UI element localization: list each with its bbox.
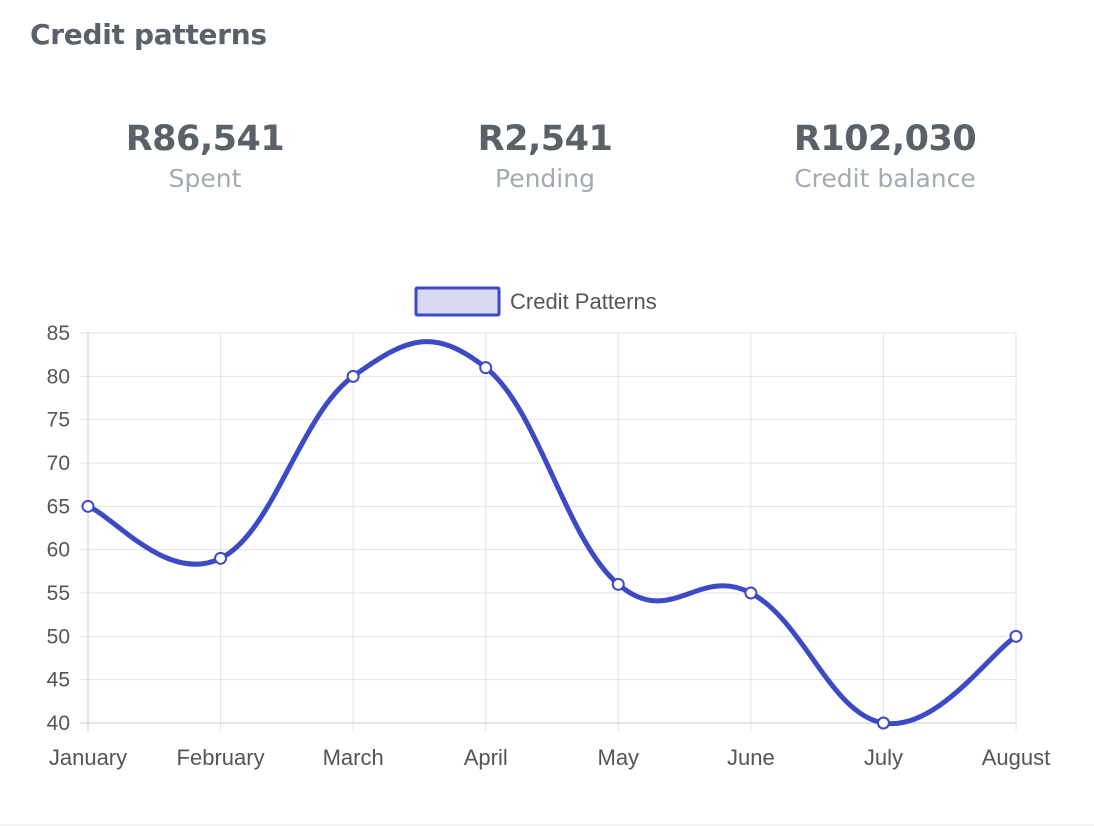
x-tick-label: May — [598, 745, 640, 770]
data-point-june[interactable] — [744, 586, 758, 600]
legend-label[interactable]: Credit Patterns — [510, 289, 657, 314]
x-tick-label: February — [177, 745, 265, 770]
stat-credit-balance: R102,030 Credit balance — [715, 115, 1055, 195]
chart-axes: 85 80 75 70 65 60 55 50 45 40 January February March… — [47, 322, 1051, 770]
y-tick-label: 50 — [47, 625, 70, 648]
stat-pending: R2,541 Pending — [375, 115, 715, 195]
y-tick-label: 75 — [47, 409, 70, 432]
data-point-january[interactable] — [81, 499, 95, 513]
bottom-divider — [0, 824, 1094, 826]
data-point-august[interactable] — [1009, 629, 1023, 643]
y-tick-label: 70 — [47, 452, 70, 475]
data-point-may[interactable] — [611, 577, 625, 591]
series-line — [85, 339, 1019, 727]
y-tick-label: 85 — [47, 322, 70, 345]
x-tick-label: June — [727, 745, 775, 770]
y-tick-label: 60 — [47, 539, 70, 562]
data-point-april[interactable] — [479, 361, 493, 375]
x-tick-label: March — [323, 745, 384, 770]
stat-pending-label: Pending — [495, 164, 595, 193]
data-point-july[interactable] — [876, 716, 890, 730]
y-tick-label: 40 — [47, 712, 70, 735]
x-tick-label: August — [982, 745, 1051, 770]
y-tick-label: 45 — [47, 669, 70, 692]
data-point-march[interactable] — [346, 369, 360, 383]
y-tick-label: 55 — [47, 582, 70, 605]
y-tick-label: 65 — [47, 495, 70, 518]
chart-legend[interactable]: Credit Patterns — [414, 286, 657, 317]
stat-spent-value: R86,541 — [125, 119, 285, 159]
stat-spent: R86,541 Spent — [35, 115, 375, 195]
data-point-february[interactable] — [214, 551, 228, 565]
stat-pending-value: R2,541 — [477, 119, 613, 159]
x-tick-label: April — [464, 745, 508, 770]
x-tick-label: July — [864, 745, 903, 770]
chart-grid — [80, 332, 1017, 731]
card-title: Credit patterns — [30, 18, 267, 51]
y-tick-label: 80 — [47, 365, 70, 388]
stats-row: R86,541 Spent R2,541 Pending R102,030 Cr… — [0, 115, 1094, 215]
chart-series — [81, 339, 1023, 730]
stat-spent-label: Spent — [168, 164, 242, 193]
stat-credit-balance-label: Credit balance — [794, 164, 976, 193]
x-tick-label: January — [49, 745, 127, 770]
stat-credit-balance-value: R102,030 — [793, 119, 977, 159]
legend-swatch[interactable] — [414, 286, 501, 317]
credit-patterns-chart: 85 80 75 70 65 60 55 50 45 40 January February March… — [47, 286, 1051, 770]
